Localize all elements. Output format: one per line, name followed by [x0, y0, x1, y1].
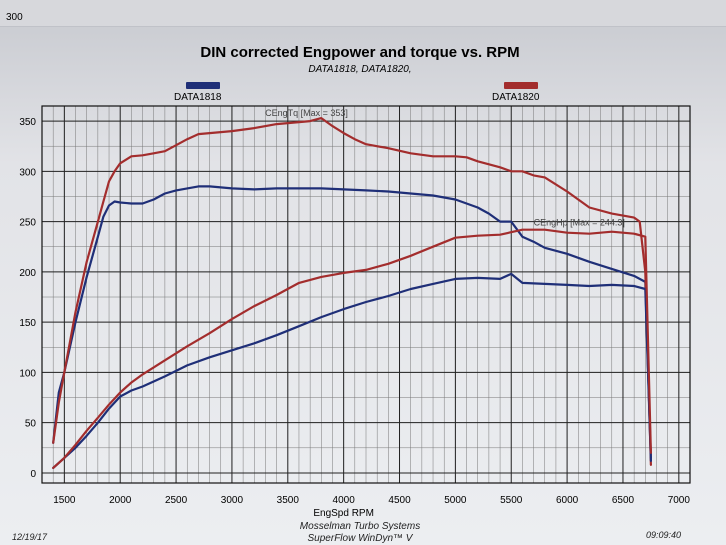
- plot-border: [41, 105, 691, 484]
- x-tick-labels: 1500 2000 2500 3000 3500 4000 4500 5000 5500 6000…: [53, 495, 690, 506]
- y-tick-label: 200: [19, 268, 36, 279]
- footer-date: 12/19/17: [12, 532, 48, 542]
- y-tick-label: 100: [19, 368, 36, 379]
- previous-page-tick-label: 300: [6, 12, 23, 23]
- x-tick-label: 4000: [333, 495, 356, 506]
- series-line-data1820-torque: [52, 117, 652, 466]
- legend-swatch-data1818: [186, 82, 220, 89]
- annotation-label: CEngTq [Max = 353]: [265, 108, 348, 118]
- x-tick-label: 1500: [53, 495, 76, 506]
- legend-label-data1820: DATA1820: [492, 92, 540, 103]
- x-tick-label: 3500: [277, 495, 300, 506]
- x-tick-label: 6000: [556, 495, 579, 506]
- x-tick-label: 5500: [500, 495, 523, 506]
- legend-swatch-data1820: [504, 82, 538, 89]
- series-line-data1820-power: [52, 228, 652, 469]
- annotation-label: CEngHp [Max = 244.3]: [534, 218, 625, 228]
- chart-subtitle: DATA1818, DATA1820,: [308, 64, 412, 75]
- x-tick-label: 5000: [444, 495, 467, 506]
- x-tick-label: 3000: [221, 495, 244, 506]
- chart-title: DIN corrected Engpower and torque vs. RP…: [200, 44, 520, 61]
- y-tick-label: 150: [19, 318, 36, 329]
- y-tick-label: 250: [19, 218, 36, 229]
- grid-minor: [42, 106, 690, 483]
- previous-page-strip: [0, 0, 726, 27]
- series-line-data1818-power: [52, 272, 652, 469]
- footer-software: SuperFlow WinDyn™ V: [307, 533, 413, 544]
- legend-label-data1818: DATA1818: [174, 92, 222, 103]
- y-tick-label: 350: [19, 117, 36, 128]
- y-tick-label: 0: [30, 469, 36, 480]
- footer-company: Mosselman Turbo Systems: [299, 521, 421, 532]
- x-tick-label: 2000: [109, 495, 132, 506]
- x-axis-label: EngSpd RPM: [313, 508, 374, 519]
- y-tick-labels: 0 50 100 150 200 250 300 350: [19, 117, 36, 480]
- x-tick-label: 4500: [388, 495, 411, 506]
- footer-time: 09:09:40: [646, 530, 682, 540]
- y-tick-label: 50: [25, 419, 37, 430]
- x-tick-label: 6500: [612, 495, 635, 506]
- y-tick-label: 300: [19, 167, 36, 178]
- series-line-data1818-torque: [52, 185, 652, 459]
- chart-annotations: CEngTq [Max = 353] CEngHp [Max = 244.3]: [265, 108, 625, 228]
- series-lines: [52, 117, 652, 469]
- axis-frame: [41, 105, 691, 484]
- x-tick-label: 7000: [668, 495, 691, 506]
- x-tick-label: 2500: [165, 495, 188, 506]
- grid-major: [42, 106, 690, 483]
